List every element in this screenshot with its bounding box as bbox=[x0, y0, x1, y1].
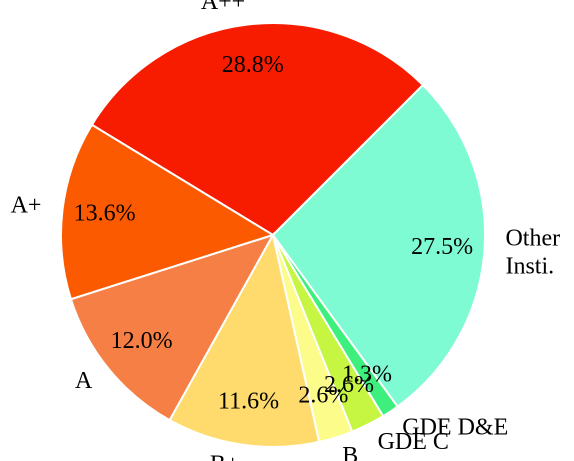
pie-slice bbox=[271, 83, 486, 408]
slice-label: A bbox=[75, 368, 93, 394]
percent-label: 28.8% bbox=[222, 52, 284, 78]
slice-label: GDE C bbox=[378, 429, 449, 455]
slice-label: B bbox=[342, 443, 358, 461]
slice-label: A++ bbox=[201, 0, 245, 15]
percent-label: 1.3% bbox=[342, 362, 392, 388]
slice-label: B+ bbox=[210, 451, 240, 461]
slice-label: GDE D&E bbox=[402, 415, 508, 441]
pie-slice bbox=[60, 123, 276, 301]
pie-slice bbox=[69, 233, 276, 422]
percent-label: 2.6% bbox=[324, 372, 374, 398]
slice-label: Other Insti. bbox=[505, 225, 560, 279]
pie-slice bbox=[168, 232, 321, 448]
percent-label: 12.0% bbox=[111, 328, 173, 354]
percent-label: 13.6% bbox=[74, 200, 136, 226]
percent-label: 2.6% bbox=[298, 382, 348, 408]
pie-slice bbox=[90, 22, 425, 237]
percent-label: 11.6% bbox=[218, 388, 279, 414]
percent-label: 27.5% bbox=[411, 234, 473, 260]
slice-label: A+ bbox=[11, 193, 42, 219]
